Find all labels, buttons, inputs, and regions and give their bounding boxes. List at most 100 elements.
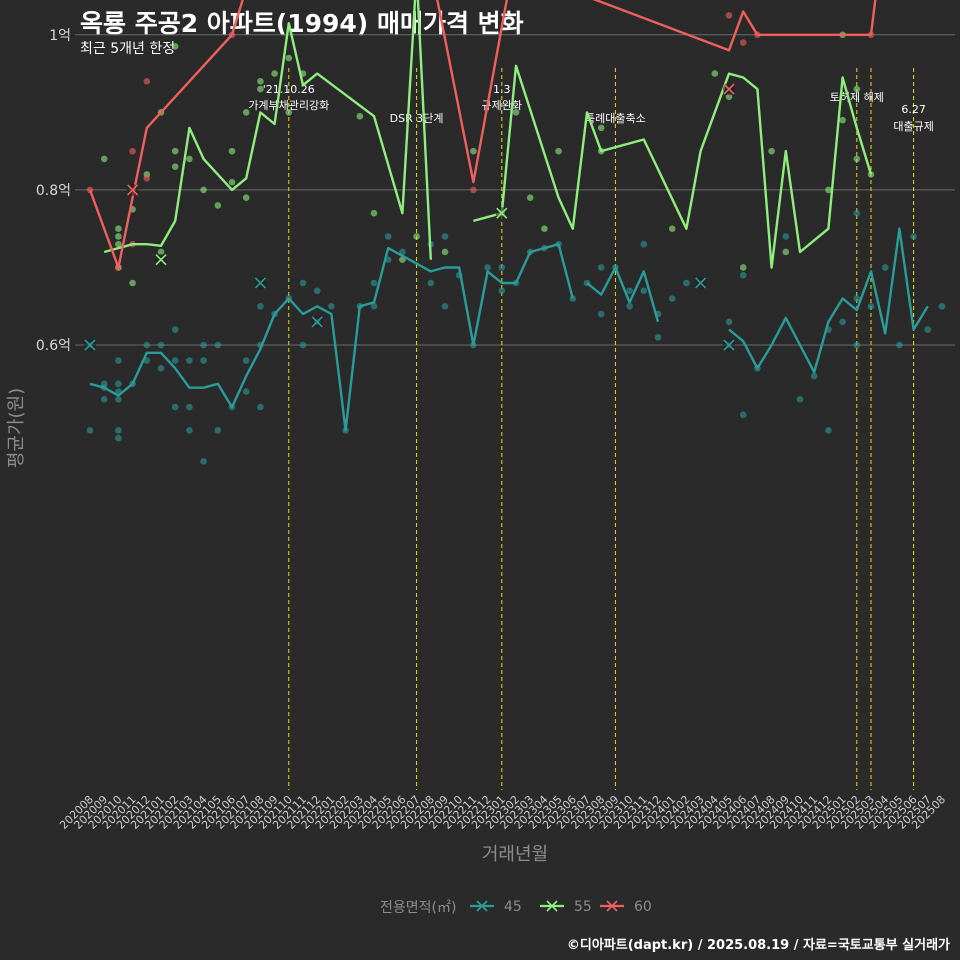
event-label: 대출규제 [893,120,933,133]
event-label: '21.10.26 [263,83,315,96]
data-point-55 [285,109,293,116]
legend-label-55: 55 [574,899,592,915]
data-point-45 [257,302,264,310]
data-point-45 [186,357,193,364]
event-label: 가계부채관리강화 [248,99,329,112]
cross-marker-60 [127,184,139,196]
cross-marker-55 [155,254,167,266]
data-point-45 [441,233,449,240]
data-point-45 [484,264,491,271]
data-point-55 [100,155,108,163]
data-point-45 [157,365,165,372]
data-point-55 [171,163,179,170]
data-point-45 [115,434,122,442]
data-point-55 [171,147,179,155]
data-point-45 [597,310,605,318]
event-label: DSR 3단계 [390,112,444,125]
data-point-45 [328,302,335,310]
data-point-45 [796,396,804,403]
data-point-55 [214,202,222,209]
data-point-45 [782,233,790,240]
data-point-55 [768,147,775,155]
data-point-45 [186,427,193,434]
data-point-55 [853,85,861,93]
series-line-60 [88,0,877,269]
data-point-45 [441,302,449,310]
data-point-55 [228,147,236,155]
data-point-45 [242,357,250,364]
data-point-45 [498,287,506,295]
data-point-45 [171,326,179,333]
event-label: 6.27 [901,103,926,116]
credit-text: ©디아파트(dapt.kr) / 2025.08.19 / 자료=국토교통부 실… [566,938,950,953]
data-point-45 [214,427,222,434]
data-point-55 [115,233,122,240]
data-point-55 [186,155,193,163]
data-point-45 [299,279,307,287]
data-point-55 [129,279,136,287]
data-point-55 [271,70,278,77]
cross-marker-45 [311,316,323,328]
data-point-45 [100,396,108,403]
data-point-60 [129,147,136,155]
data-point-45 [924,326,932,333]
data-point-45 [640,240,648,248]
data-point-60 [143,78,151,85]
data-point-45 [313,287,321,295]
legend-cross-icon [476,900,488,912]
legend: 전용면적(㎡) 45 55 60 [380,899,652,916]
data-point-45 [214,341,222,349]
data-point-45 [739,271,747,279]
data-point-55 [200,186,207,194]
data-point-60 [739,39,747,46]
x-axis-title: 거래년월 [482,844,548,865]
event-label: 토허제 해제 [830,90,884,104]
data-point-45 [839,318,846,326]
data-point-45 [896,341,903,349]
data-point-45 [640,287,648,295]
event-label: 특례대출축소 [585,112,646,125]
data-point-45 [725,318,733,326]
data-point-55 [782,248,790,256]
data-point-60 [725,12,733,19]
data-point-45 [115,427,122,434]
legend-label-60: 60 [634,899,652,915]
data-point-55 [725,93,733,101]
data-point-45 [100,380,108,388]
series-line-55 [103,0,432,260]
data-point-45 [683,279,690,287]
data-point-45 [370,302,378,310]
data-point-55 [171,43,179,50]
data-point-45 [257,403,264,411]
data-point-45 [242,388,250,395]
data-point-45 [115,396,122,403]
y-tick-label: 0.6억 [36,338,71,354]
legend-title: 전용면적(㎡) [380,900,456,916]
data-point-45 [384,233,392,240]
data-point-55 [356,112,364,120]
data-point-45 [654,333,662,341]
data-point-45 [626,302,633,310]
data-point-55 [555,147,562,155]
data-point-55 [597,124,605,132]
cross-markers [84,83,735,352]
data-point-45 [370,279,378,287]
data-point-55 [825,186,832,194]
data-point-45 [427,279,435,287]
data-point-45 [668,295,676,302]
data-point-55 [441,248,449,256]
cross-marker-55 [496,207,508,219]
data-point-45 [938,302,946,310]
data-point-55 [668,225,676,232]
data-point-45 [157,341,165,349]
cross-marker-60 [723,83,735,95]
data-point-55 [512,109,520,116]
cross-marker-45 [254,277,266,289]
grid-lines [75,34,955,346]
data-point-45 [171,357,179,364]
series-lines [88,0,929,432]
data-point-55 [228,178,236,186]
data-point-45 [200,458,207,465]
data-point-45 [853,209,861,217]
